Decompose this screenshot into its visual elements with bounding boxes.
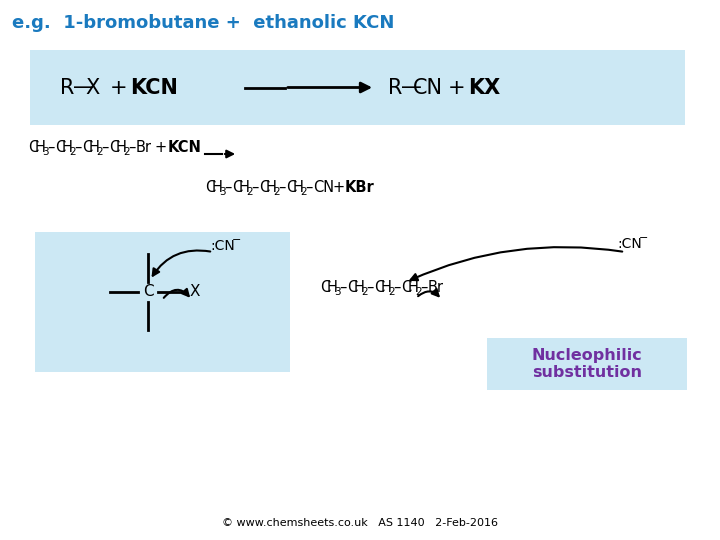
Text: H: H	[293, 180, 304, 195]
Text: R: R	[60, 78, 74, 98]
Text: 2: 2	[273, 187, 279, 197]
Text: H: H	[35, 140, 46, 155]
Text: C: C	[143, 285, 153, 300]
Text: Br: Br	[136, 140, 152, 155]
FancyBboxPatch shape	[487, 338, 687, 390]
Text: –: –	[128, 140, 135, 155]
Text: Nucleophilic
substitution: Nucleophilic substitution	[531, 348, 642, 380]
Text: H: H	[62, 140, 73, 155]
FancyBboxPatch shape	[30, 50, 685, 125]
Text: +: +	[332, 180, 344, 195]
Text: KCN: KCN	[130, 78, 178, 98]
FancyBboxPatch shape	[35, 232, 290, 372]
Text: CN: CN	[313, 180, 334, 195]
Text: © www.chemsheets.co.uk   AS 1140   2-Feb-2016: © www.chemsheets.co.uk AS 1140 2-Feb-201…	[222, 518, 498, 528]
Text: e.g.  1-bromobutane +  ethanolic KCN: e.g. 1-bromobutane + ethanolic KCN	[12, 14, 395, 32]
Text: X: X	[85, 78, 99, 98]
Text: –: –	[420, 280, 428, 295]
Text: :CN: :CN	[617, 237, 642, 251]
Text: 3: 3	[42, 147, 49, 157]
Text: H: H	[239, 180, 250, 195]
Text: H: H	[381, 280, 392, 295]
Text: C: C	[320, 280, 330, 295]
Text: +: +	[110, 78, 127, 98]
Text: H: H	[354, 280, 365, 295]
Text: –: –	[101, 140, 109, 155]
Text: R: R	[388, 78, 402, 98]
Text: C: C	[259, 180, 269, 195]
Text: C: C	[401, 280, 411, 295]
Text: 3: 3	[219, 187, 225, 197]
Text: –: –	[278, 180, 285, 195]
Text: —: —	[73, 78, 94, 98]
Text: −: −	[232, 235, 241, 245]
Text: –: –	[366, 280, 374, 295]
Text: C: C	[82, 140, 92, 155]
Text: KX: KX	[468, 78, 500, 98]
Text: C: C	[205, 180, 215, 195]
Text: X: X	[190, 285, 200, 300]
Text: H: H	[327, 280, 338, 295]
Text: C: C	[55, 140, 66, 155]
Text: –: –	[74, 140, 81, 155]
Text: 2: 2	[123, 147, 130, 157]
Text: 2: 2	[415, 287, 422, 297]
Text: –: –	[47, 140, 55, 155]
Text: –: –	[339, 280, 346, 295]
Text: C: C	[347, 280, 357, 295]
Text: +: +	[448, 78, 466, 98]
Text: H: H	[266, 180, 277, 195]
Text: –: –	[251, 180, 258, 195]
Text: Br: Br	[428, 280, 444, 295]
Text: KCN: KCN	[168, 140, 202, 155]
Text: C: C	[374, 280, 384, 295]
Text: H: H	[212, 180, 223, 195]
Text: +: +	[155, 140, 167, 155]
Text: C: C	[232, 180, 242, 195]
Text: −: −	[639, 233, 649, 243]
Text: –: –	[224, 180, 231, 195]
Text: :CN: :CN	[210, 239, 235, 253]
Text: CN: CN	[413, 78, 443, 98]
Text: 2: 2	[246, 187, 253, 197]
Text: C: C	[286, 180, 296, 195]
Text: 3: 3	[334, 287, 341, 297]
Text: 2: 2	[96, 147, 103, 157]
Text: C: C	[109, 140, 120, 155]
Text: –: –	[305, 180, 312, 195]
Text: H: H	[116, 140, 127, 155]
Text: H: H	[408, 280, 419, 295]
Text: 2: 2	[388, 287, 395, 297]
Text: 2: 2	[69, 147, 76, 157]
Text: –: –	[393, 280, 400, 295]
Text: 2: 2	[300, 187, 307, 197]
Text: —: —	[401, 78, 422, 98]
Text: H: H	[89, 140, 100, 155]
Text: C: C	[28, 140, 38, 155]
Text: 2: 2	[361, 287, 368, 297]
Text: KBr: KBr	[345, 180, 374, 195]
